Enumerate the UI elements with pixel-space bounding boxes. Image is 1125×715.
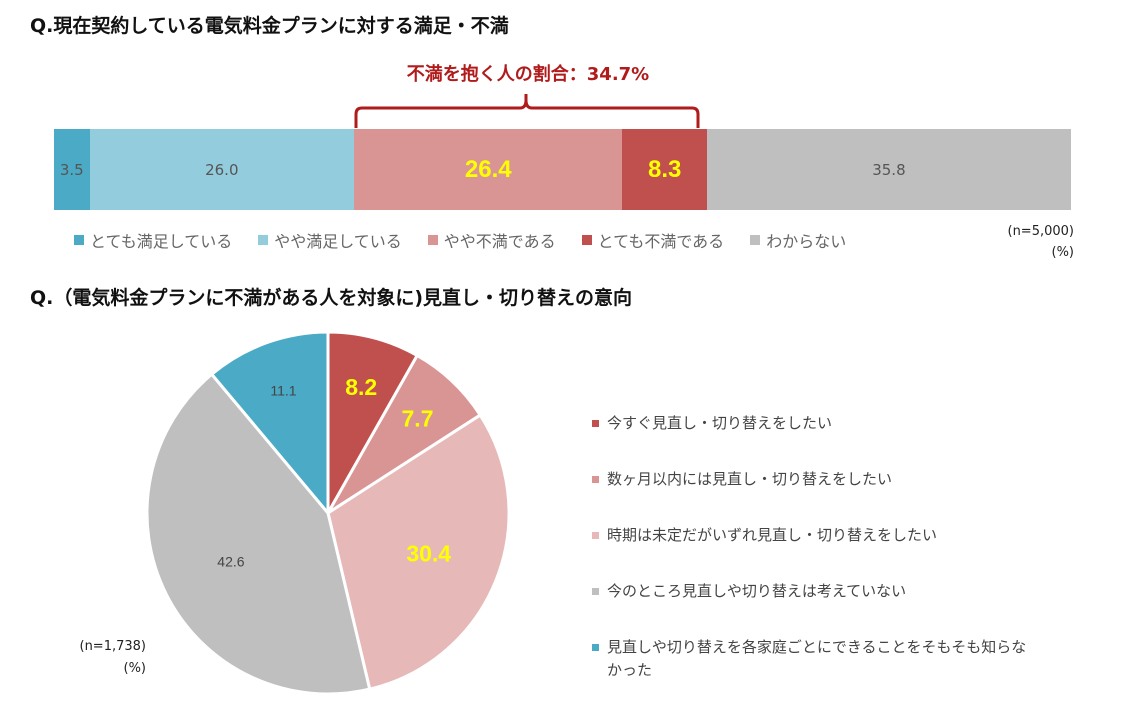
legend-swatch <box>258 235 269 245</box>
bar-legend: とても満足している やや満足している やや不満である とても不満である わからない <box>74 228 846 252</box>
bar-legend-item: とても不満である <box>581 228 725 252</box>
bar-legend-item: やや満足している <box>258 228 402 252</box>
legend-label: やや満足している <box>274 232 402 251</box>
pie-slice-label: 30.4 <box>406 541 451 567</box>
legend-swatch <box>750 235 761 245</box>
pie-slice-3 <box>145 372 372 696</box>
legend-swatch <box>592 532 599 539</box>
legend-swatch <box>581 235 592 245</box>
legend-swatch <box>74 235 84 245</box>
bar-segment-label: 3.5 <box>59 160 84 179</box>
pie-slice-label: 42.6 <box>217 554 244 570</box>
legend-swatch <box>592 588 599 595</box>
bar-legend-item: とても満足している <box>74 228 232 252</box>
legend-label: 今のところ見直しや切り替えは考えていない <box>607 582 907 600</box>
legend-label: 数ヶ月以内には見直し・切り替えをしたい <box>607 470 893 488</box>
dissatisfied-bracket <box>354 94 700 128</box>
dissatisfied-share-annotation: 不満を抱く人の割合：34.7% <box>406 64 650 85</box>
bar-segment-2: 26.4 <box>354 129 623 210</box>
bar-legend-item: やや不満である <box>427 228 556 252</box>
bar-segment-label: 26.0 <box>205 160 239 179</box>
legend-swatch <box>592 644 599 651</box>
legend-label: 見直しや切り替えを各家庭ごとにできることをそもそも知らなかった <box>607 638 1027 679</box>
legend-swatch <box>427 235 438 245</box>
pie-slice-2 <box>326 412 511 691</box>
bracket-path <box>354 94 700 128</box>
bar-legend-item: わからない <box>750 228 846 252</box>
stacked-bar: 3.5 26.0 26.4 8.3 35.8 <box>54 129 1071 210</box>
pie-n-label: (n=1,738) <box>79 639 147 654</box>
bar-segment-4: 35.8 <box>706 129 1071 210</box>
pie-legend-item: 今すぐ見直し・切り替えをしたい <box>592 412 1032 435</box>
legend-label: わからない <box>766 232 847 251</box>
legend-label: とても満足している <box>90 232 233 251</box>
pie-chart-title: Q.（電気料金プランに不満がある人を対象に)見直し・切り替えの意向 <box>30 287 633 309</box>
pie-slice-label: 11.1 <box>270 383 296 399</box>
pie-sample-note: (n=1,738) (%) <box>40 636 147 680</box>
pie-slice-label: 8.2 <box>345 374 377 400</box>
legend-label: やや不満である <box>443 232 556 251</box>
bar-n-label: (n=5,000) <box>1007 224 1075 239</box>
bar-segment-0: 3.5 <box>54 129 90 210</box>
pie-slice-label: 7.7 <box>402 405 434 431</box>
legend-swatch <box>592 420 599 427</box>
bar-unit-label: (%) <box>1051 245 1075 260</box>
bar-segment-label: 26.4 <box>464 155 512 183</box>
pie-chart: 8.2 7.7 30.4 42.6 11.1 <box>145 330 511 696</box>
pie-legend-item: 数ヶ月以内には見直し・切り替えをしたい <box>592 468 1032 491</box>
bar-segment-label: 35.8 <box>872 160 906 179</box>
pie-legend-item: 今のところ見直しや切り替えは考えていない <box>592 580 1032 603</box>
bar-segment-label: 8.3 <box>648 155 682 183</box>
pie-unit-label: (%) <box>123 661 147 676</box>
bar-sample-note: (n=5,000) (%) <box>990 221 1075 263</box>
legend-label: 今すぐ見直し・切り替えをしたい <box>607 414 833 432</box>
bar-segment-1: 26.0 <box>89 129 354 210</box>
pie-slice-0 <box>326 330 420 519</box>
legend-label: 時期は未定だがいずれ見直し・切り替えをしたい <box>607 526 938 544</box>
legend-label: とても不満である <box>597 232 725 251</box>
pie-legend-item: 時期は未定だがいずれ見直し・切り替えをしたい <box>592 524 1032 547</box>
legend-swatch <box>592 476 599 483</box>
bar-segment-3: 8.3 <box>622 129 707 210</box>
pie-legend-item: 見直しや切り替えを各家庭ごとにできることをそもそも知らなかった <box>592 636 1032 682</box>
pie-slice-4 <box>209 330 330 518</box>
bar-chart-title: Q.現在契約している電気料金プランに対する満足・不満 <box>30 15 509 37</box>
